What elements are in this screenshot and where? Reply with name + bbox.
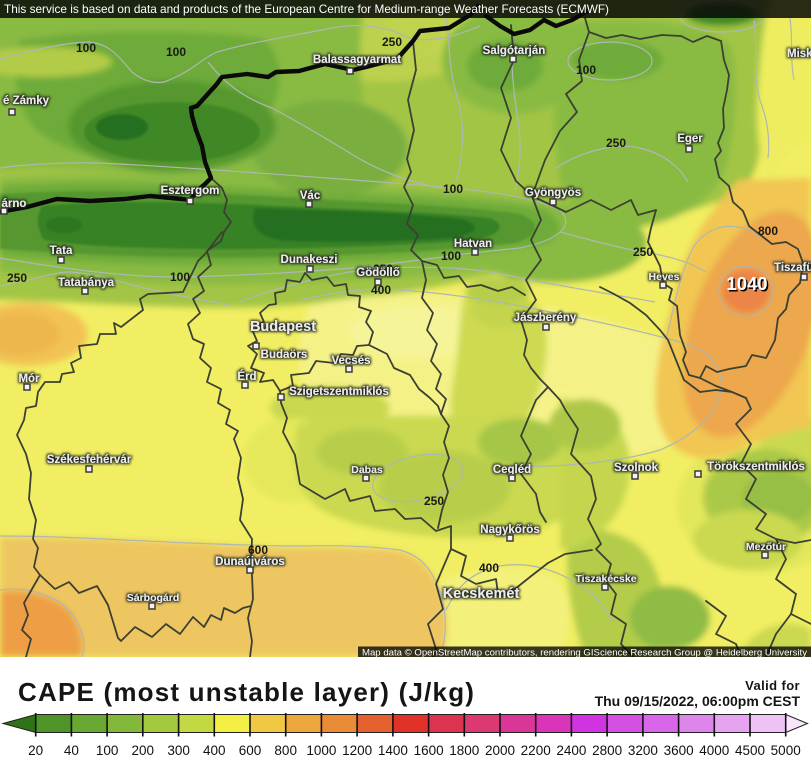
- svg-text:This service is based on data: This service is based on data and produc…: [4, 2, 609, 16]
- svg-text:400: 400: [371, 283, 391, 297]
- svg-text:200: 200: [132, 743, 155, 758]
- svg-text:Vác: Vác: [300, 190, 321, 202]
- svg-text:Szolnok: Szolnok: [614, 462, 659, 474]
- svg-text:Sárbogárd: Sárbogárd: [127, 592, 180, 604]
- svg-text:Dunaújváros: Dunaújváros: [215, 556, 285, 568]
- svg-text:100: 100: [76, 41, 96, 55]
- svg-text:Székesfehérvár: Székesfehérvár: [47, 454, 132, 466]
- svg-text:3600: 3600: [664, 743, 694, 758]
- svg-text:800: 800: [758, 224, 778, 238]
- svg-text:100: 100: [170, 270, 190, 284]
- svg-text:1800: 1800: [449, 743, 479, 758]
- svg-text:árno: árno: [2, 198, 27, 210]
- svg-text:Salgótarján: Salgótarján: [483, 45, 546, 57]
- svg-text:100: 100: [96, 743, 119, 758]
- svg-text:600: 600: [248, 543, 268, 557]
- svg-text:1040: 1040: [728, 275, 769, 296]
- svg-text:400: 400: [203, 743, 226, 758]
- svg-text:Gyöngyös: Gyöngyös: [525, 187, 581, 199]
- svg-text:1040: 1040: [726, 273, 767, 294]
- svg-text:Tiszafüred: Tiszafüred: [774, 262, 811, 274]
- svg-text:100: 100: [166, 45, 186, 59]
- svg-text:1400: 1400: [378, 743, 408, 758]
- svg-text:250: 250: [606, 136, 626, 150]
- svg-text:400: 400: [479, 561, 499, 575]
- svg-text:2400: 2400: [556, 743, 586, 758]
- svg-text:100: 100: [576, 63, 596, 77]
- svg-text:600: 600: [239, 743, 262, 758]
- svg-text:Gödöllő: Gödöllő: [356, 267, 399, 279]
- svg-text:Dabas: Dabas: [351, 464, 383, 476]
- svg-text:Tiszakécske: Tiszakécske: [575, 573, 636, 585]
- svg-text:1200: 1200: [342, 743, 372, 758]
- svg-text:Vecsés: Vecsés: [331, 355, 370, 367]
- svg-text:Valid for: Valid for: [745, 678, 800, 693]
- svg-text:40: 40: [64, 743, 79, 758]
- svg-text:Miskolc: Miskolc: [787, 48, 811, 60]
- svg-text:Cegléd: Cegléd: [493, 464, 531, 476]
- svg-text:Tata: Tata: [50, 245, 73, 257]
- svg-text:Budaörs: Budaörs: [261, 349, 308, 361]
- svg-text:Dunakeszi: Dunakeszi: [281, 254, 338, 266]
- svg-text:CAPE (most unstable layer) (J/: CAPE (most unstable layer) (J/kg): [18, 677, 475, 707]
- svg-text:Kecskemét: Kecskemét: [443, 586, 520, 602]
- svg-text:250: 250: [7, 271, 27, 285]
- svg-text:250: 250: [633, 245, 653, 259]
- svg-text:Szigetszentmiklós: Szigetszentmiklós: [289, 386, 389, 398]
- svg-text:Thu 09/15/2022, 06:00pm CEST: Thu 09/15/2022, 06:00pm CEST: [595, 693, 801, 709]
- svg-text:Eger: Eger: [677, 133, 703, 145]
- svg-text:é Zámky: é Zámky: [3, 95, 50, 107]
- svg-text:Budapest: Budapest: [250, 319, 316, 335]
- svg-text:100: 100: [443, 182, 463, 196]
- svg-text:Map data © OpenStreetMap contr: Map data © OpenStreetMap contributors, r…: [362, 648, 807, 659]
- svg-text:250: 250: [382, 35, 402, 49]
- svg-text:Nagykőrös: Nagykőrös: [480, 524, 539, 536]
- svg-text:250: 250: [373, 262, 393, 276]
- svg-text:2000: 2000: [485, 743, 515, 758]
- svg-text:1600: 1600: [414, 743, 444, 758]
- svg-text:4000: 4000: [699, 743, 729, 758]
- svg-text:Törökszentmiklós: Törökszentmiklós: [707, 461, 805, 473]
- svg-text:3200: 3200: [628, 743, 658, 758]
- svg-text:Hatvan: Hatvan: [454, 238, 492, 250]
- svg-text:20: 20: [28, 743, 43, 758]
- svg-text:2200: 2200: [521, 743, 551, 758]
- svg-text:Esztergom: Esztergom: [161, 185, 220, 197]
- svg-text:1000: 1000: [306, 743, 336, 758]
- svg-text:300: 300: [167, 743, 190, 758]
- svg-text:Heves: Heves: [649, 271, 680, 283]
- svg-text:2800: 2800: [592, 743, 622, 758]
- svg-text:Jászberény: Jászberény: [514, 312, 577, 324]
- svg-text:Tatabánya: Tatabánya: [58, 277, 115, 289]
- svg-text:4500: 4500: [735, 743, 765, 758]
- svg-text:Mezőtúr: Mezőtúr: [746, 541, 786, 553]
- svg-text:800: 800: [274, 743, 297, 758]
- svg-text:100: 100: [441, 249, 461, 263]
- svg-text:Balassagyarmat: Balassagyarmat: [313, 54, 401, 66]
- svg-text:Érd: Érd: [237, 370, 256, 383]
- svg-text:250: 250: [424, 494, 444, 508]
- svg-text:Mór: Mór: [18, 373, 40, 385]
- svg-text:5000: 5000: [771, 743, 801, 758]
